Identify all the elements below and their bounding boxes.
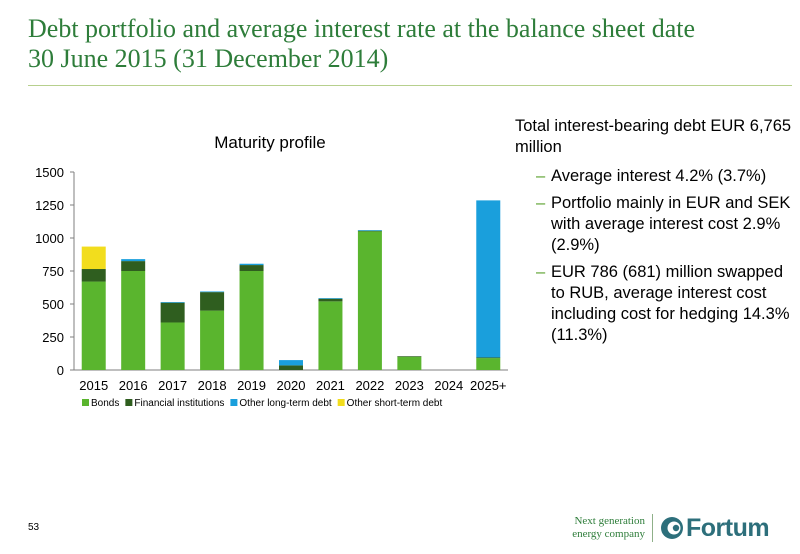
tagline-line2: energy company — [572, 528, 645, 540]
legend-label: Other long-term debt — [239, 398, 331, 409]
y-tick-label: 1250 — [35, 198, 64, 213]
footer-divider — [652, 514, 653, 542]
bar-segment: Financial institutions 2018: 140 — [200, 292, 225, 311]
bar-segment: Financial institutions 2023: 5 — [397, 356, 422, 357]
x-axis: 2015 2016 2017 2018 2019 2020 2021 2022 2023 2024… — [74, 369, 508, 393]
bullet-text: Average interest 4.2% (3.7%) — [551, 167, 767, 185]
y-axis: 0 250 500 750 1000 1250 1500 — [35, 165, 75, 378]
legend-label: Financial institutions — [134, 398, 224, 409]
bar-segment: Bonds 2017: 360 — [160, 322, 185, 370]
legend-label: Other short-term debt — [347, 398, 443, 409]
bar-segment: Other long-term debt 2018: 5 — [200, 291, 225, 293]
bar-segment: Bonds 2025+: 90 — [476, 358, 501, 370]
bar-segment: Financial institutions 2015: 95 — [81, 269, 106, 282]
x-tick-label: 2025+ — [470, 378, 507, 393]
y-tick-label: 750 — [42, 264, 64, 279]
bar-segment: Financial institutions 2019: 45 — [239, 265, 264, 271]
y-tick-label: 250 — [42, 330, 64, 345]
x-tick-label: 2021 — [316, 378, 345, 393]
bar-segment: Other long-term debt 2022: 5 — [357, 230, 382, 231]
x-tick-label: 2024 — [434, 378, 463, 393]
bullet-dash-icon: – — [536, 194, 546, 212]
bar-segment: Other long-term debt 2021: 5 — [318, 298, 343, 299]
fortum-logo-icon — [661, 517, 683, 539]
bullet-text: Portfolio mainly in EUR and SEK with ave… — [551, 194, 791, 254]
summary-bullets: – Average interest 4.2% (3.7%) – Portfolio… — [515, 166, 795, 346]
bar-segment: Bonds 2022: 1050 — [357, 231, 382, 370]
x-tick-label: 2019 — [237, 378, 266, 393]
legend-swatch — [230, 399, 238, 406]
slide-title-line1: Debt portfolio and average interest rate… — [28, 14, 696, 43]
bar-segment: Other short-term debt 2015: 170 — [81, 246, 106, 270]
bar-segment: Financial institutions 2017: 150 — [160, 302, 185, 323]
bar-segment: Financial institutions 2020: 35 — [279, 365, 303, 370]
bar-segment: Bonds 2015: 670 — [81, 281, 106, 370]
slide-title: Debt portfolio and average interest rate… — [28, 14, 788, 74]
bar-segment: Financial institutions 2016: 75 — [121, 261, 146, 271]
bar-segment: Financial institutions 2021: 20 — [318, 298, 343, 302]
bar-segment: Other long-term debt 2019: 10 — [239, 263, 264, 266]
total-debt-text: Total interest-bearing debt EUR 6,765 mi… — [515, 117, 792, 156]
chart-legend: Bonds Financial institutions Other long-te… — [82, 398, 442, 409]
x-tick-label: 2015 — [79, 378, 108, 393]
bar-segment: Other long-term debt 2020: 40 — [279, 360, 303, 366]
bar-segment: Financial institutions 2022: 5 — [357, 230, 382, 232]
debt-summary: Total interest-bearing debt EUR 6,765 mi… — [515, 116, 795, 352]
maturity-profile-chart: Maturity profile 0250500750100012501500 … — [35, 133, 508, 409]
legend-swatch — [82, 399, 89, 406]
bar-segment: Financial institutions 2025+: 5 — [476, 357, 501, 359]
bullet-rub-swap: – EUR 786 (681) million swapped to RUB, a… — [515, 262, 795, 346]
bar-segment: Bonds 2018: 450 — [200, 310, 225, 370]
x-tick-label: 2016 — [119, 378, 148, 393]
bar-segment: Bonds 2023: 100 — [397, 356, 422, 370]
bullet-portfolio-currency: – Portfolio mainly in EUR and SEK with av… — [515, 193, 795, 256]
x-tick-label: 2017 — [158, 378, 187, 393]
chart-title: Maturity profile — [214, 133, 325, 152]
bullet-dash-icon: – — [536, 263, 546, 281]
bar-segment: Other long-term debt 2025+: 1190 — [476, 200, 501, 358]
bullet-dash-icon: – — [536, 167, 546, 185]
bar-segment: Other long-term debt 2016: 15 — [121, 259, 146, 262]
y-tick-label: 1000 — [35, 231, 64, 246]
legend-swatch — [125, 399, 133, 406]
bar-segment: Bonds 2016: 750 — [121, 271, 146, 370]
legend-label: Bonds — [91, 398, 119, 409]
bar-segment: Other long-term debt 2017: 5 — [160, 302, 185, 303]
page-number: 53 — [28, 522, 40, 533]
fortum-logo: Fortum — [660, 512, 780, 544]
x-tick-label: 2018 — [198, 378, 227, 393]
x-tick-label: 2023 — [395, 378, 424, 393]
x-tick-label: 2020 — [277, 378, 306, 393]
logo-wordmark: Fortum — [686, 514, 770, 542]
y-tick-label: 500 — [42, 297, 64, 312]
y-tick-label: 1500 — [35, 165, 64, 180]
bullet-average-interest: – Average interest 4.2% (3.7%) — [515, 166, 795, 187]
chart-bars: Bonds 2015: 670Financial institutions 20… — [81, 200, 501, 370]
bar-segment: Bonds 2021: 520 — [318, 301, 343, 370]
bar-segment: Bonds 2019: 750 — [239, 271, 264, 370]
tagline-line1: Next generation — [574, 515, 645, 527]
bullet-text: EUR 786 (681) million swapped to RUB, av… — [551, 263, 790, 344]
company-tagline: Next generation energy company — [565, 515, 645, 541]
slide-title-line2: 30 June 2015 (31 December 2014) — [28, 44, 389, 73]
y-tick-label: 0 — [57, 363, 64, 378]
title-divider — [28, 85, 792, 86]
x-tick-label: 2022 — [355, 378, 384, 393]
legend-swatch — [337, 399, 345, 406]
